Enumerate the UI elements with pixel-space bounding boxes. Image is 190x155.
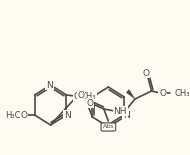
Text: O: O [86,98,93,108]
Text: N: N [64,111,71,120]
Text: CH₃: CH₃ [81,93,96,102]
Polygon shape [126,89,135,99]
Text: NH: NH [114,106,127,115]
Text: O: O [142,69,150,78]
Text: N: N [46,80,53,89]
Text: O: O [77,91,84,100]
Text: O: O [74,93,81,102]
Text: Abs: Abs [103,124,114,129]
Text: O: O [159,89,166,97]
Text: O: O [20,111,27,120]
Text: H₃C: H₃C [5,111,20,120]
Text: N: N [123,111,130,120]
Text: CH₃: CH₃ [174,89,190,97]
